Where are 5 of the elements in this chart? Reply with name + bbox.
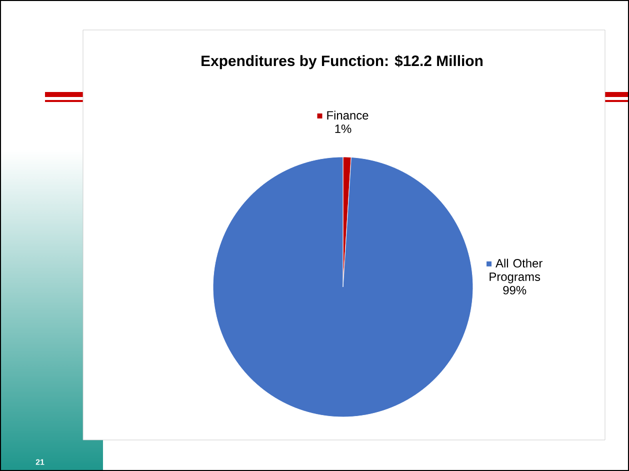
chart-title: Expenditures by Function: $12.2 Million bbox=[202, 54, 483, 70]
legend-label: Finance bbox=[327, 110, 368, 120]
data-label: 99% bbox=[503, 286, 526, 294]
slice-label: All Other Programs bbox=[490, 258, 542, 284]
data-label: 1% bbox=[335, 124, 352, 133]
